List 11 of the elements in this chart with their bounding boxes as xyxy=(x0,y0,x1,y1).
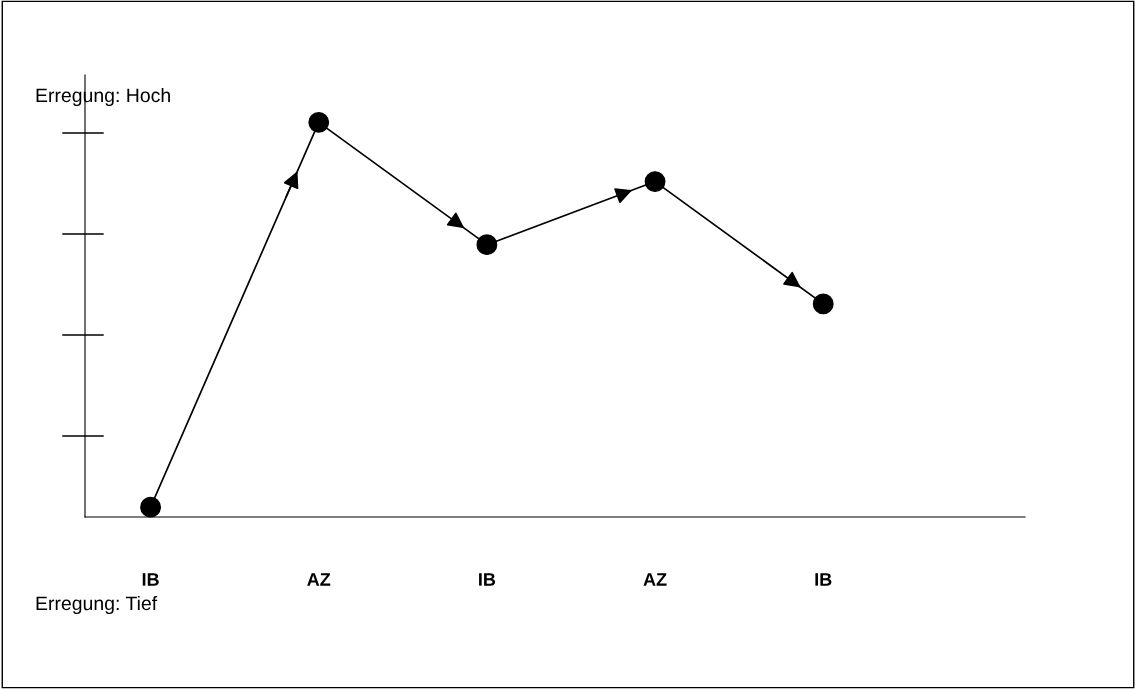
point xyxy=(812,293,834,315)
x-tick-label: IB xyxy=(479,573,496,586)
x-tick-label: IB xyxy=(815,573,832,586)
x-tick-label: IB xyxy=(142,573,159,586)
x-tick-label: AZ xyxy=(643,573,667,586)
x-tick-label: AZ xyxy=(307,573,331,586)
text: Erregung: Tief xyxy=(36,595,158,615)
point xyxy=(644,171,666,192)
point xyxy=(308,111,330,133)
point xyxy=(140,496,161,518)
point xyxy=(476,234,498,256)
